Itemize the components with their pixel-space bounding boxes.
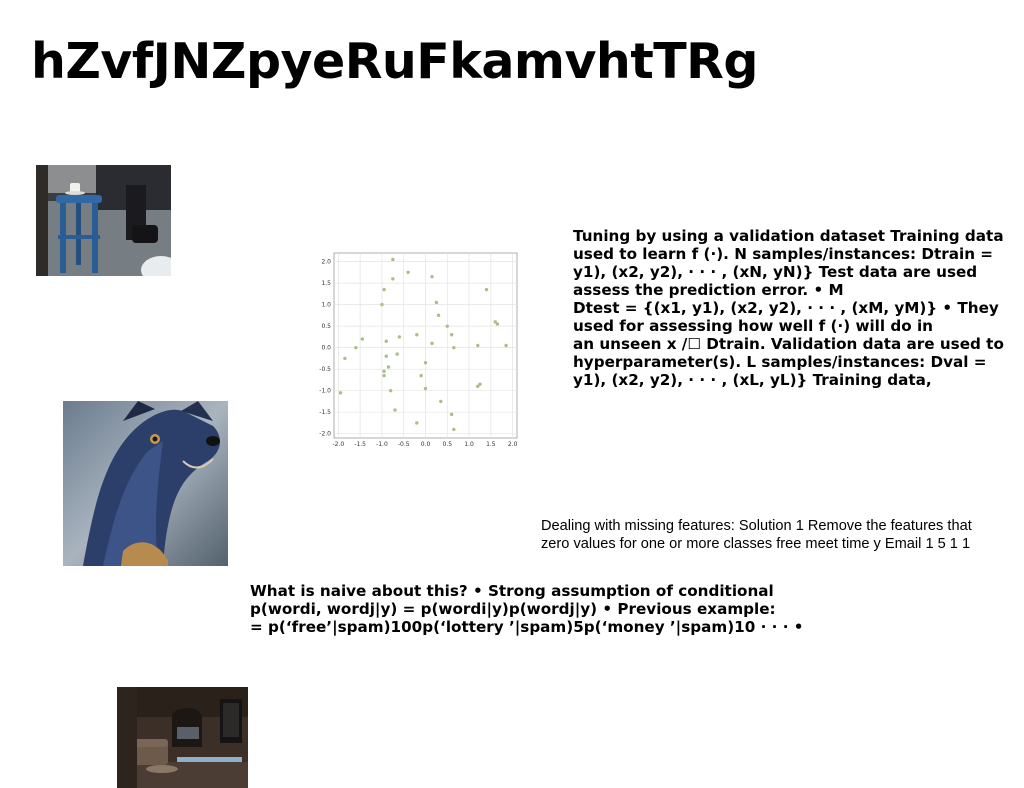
- scatter-chart: -2.0 -1.5 -1.0 -0.5 0.0 0.5 1.0 1.5 2.0 2.0 1.5 1.0…: [319, 252, 518, 448]
- data-point: [388, 388, 393, 393]
- naive-bayes-paragraph: What is naive about this? • Strong assum…: [250, 582, 804, 636]
- room-photo: [117, 687, 248, 788]
- x-tick-label: -2.0: [332, 441, 344, 448]
- data-point: [386, 365, 391, 369]
- room-photo-graphic: [117, 687, 248, 788]
- data-point: [397, 335, 402, 339]
- data-point: [391, 277, 395, 281]
- y-tick-label: 2.0: [321, 259, 331, 266]
- data-point: [423, 361, 428, 365]
- y-tick-label: -1.0: [319, 388, 331, 395]
- y-tick-label: 1.5: [321, 280, 331, 287]
- page-title: hZvfJNZpyeRuFkamvhtTRg: [31, 33, 758, 90]
- data-point: [343, 356, 347, 361]
- data-point: [493, 320, 497, 324]
- y-tick-label: 0.0: [321, 345, 331, 352]
- data-point: [338, 391, 343, 395]
- x-tick-label: 0.0: [421, 441, 431, 448]
- data-point: [476, 343, 480, 348]
- y-tick-label: -2.0: [319, 431, 331, 438]
- tick-labels: -2.0 -1.5 -1.0 -0.5 0.0 0.5 1.0 1.5 2.0 2.0 1.5 1.0…: [319, 259, 517, 448]
- data-point: [445, 324, 449, 328]
- data-point: [478, 382, 482, 386]
- x-tick-label: 1.0: [464, 441, 474, 448]
- data-point: [495, 322, 500, 326]
- dog-photo-graphic: [63, 401, 228, 566]
- data-point: [393, 408, 397, 412]
- data-point: [415, 421, 419, 425]
- data-point: [391, 257, 395, 262]
- data-point: [354, 345, 358, 350]
- data-point: [484, 287, 489, 292]
- x-tick-label: -0.5: [398, 441, 410, 448]
- x-tick-label: -1.5: [354, 441, 366, 448]
- x-tick-label: 0.5: [443, 441, 453, 448]
- stool-photo-graphic: [36, 165, 171, 276]
- dog-photo: [63, 401, 228, 566]
- data-point: [382, 287, 386, 292]
- y-tick-label: 0.5: [321, 323, 331, 330]
- stool-photo: [36, 165, 171, 276]
- data-point: [419, 373, 423, 378]
- data-point: [382, 373, 386, 378]
- missing-features-paragraph: Dealing with missing features: Solution …: [541, 518, 972, 552]
- data-point: [449, 412, 454, 417]
- data-point: [360, 337, 365, 341]
- data-point: [395, 352, 399, 356]
- y-tick-label: -1.5: [319, 409, 331, 416]
- data-point: [452, 345, 456, 350]
- data-point: [504, 343, 508, 348]
- data-point: [406, 270, 410, 275]
- x-tick-label: -1.0: [376, 441, 388, 448]
- data-point: [423, 386, 428, 391]
- data-point: [384, 354, 388, 358]
- data-point: [436, 313, 441, 318]
- data-point: [415, 333, 419, 337]
- data-point: [476, 384, 480, 389]
- x-tick-label: 1.5: [486, 441, 496, 448]
- y-tick-label: -0.5: [319, 366, 331, 373]
- tuning-paragraph: Tuning by using a validation dataset Tra…: [573, 227, 1004, 389]
- data-point: [449, 333, 454, 337]
- data-point: [380, 302, 384, 307]
- data-point: [430, 274, 434, 279]
- grid: [334, 253, 517, 438]
- data-point: [384, 339, 388, 343]
- y-tick-label: 1.0: [321, 302, 331, 309]
- data-points: [338, 257, 508, 432]
- data-point: [430, 341, 434, 346]
- data-point: [434, 300, 439, 305]
- data-point: [382, 369, 386, 374]
- data-point: [452, 427, 456, 432]
- x-tick-label: 2.0: [508, 441, 518, 448]
- data-point: [439, 399, 443, 404]
